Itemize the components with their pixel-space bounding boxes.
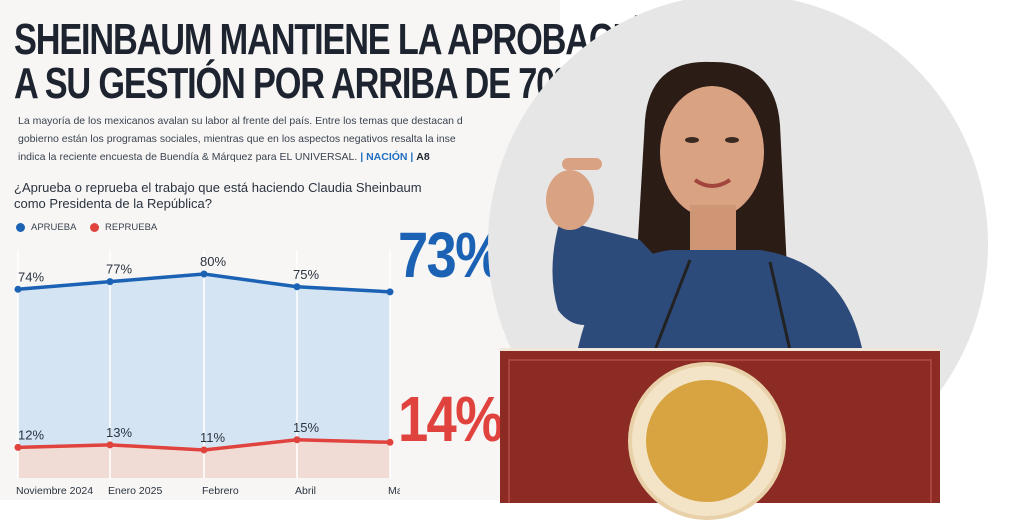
x-tick-label-3: Abril [295, 485, 316, 497]
x-tick-label-0: Noviembre 2024 [16, 485, 93, 497]
approve-big-number: 73% [398, 219, 503, 291]
x-tick-label-4: Mayo [388, 485, 400, 497]
series-1-point-1 [106, 441, 114, 449]
president-photo [546, 61, 870, 380]
neck-shape [690, 205, 736, 255]
series-0-point-2 [200, 270, 208, 278]
mouth-shape [693, 178, 732, 188]
series-1-point-2 [200, 446, 208, 454]
x-tick-label-1: Enero 2025 [108, 485, 162, 497]
series-0-label-0: 74% [18, 269, 44, 284]
lede-line-1: La mayoría de los mexicanos avalan su la… [18, 115, 463, 127]
seal-emblem-icon [646, 380, 768, 502]
disapprove-big-number: 14% [398, 383, 503, 455]
pointing-finger-shape [562, 158, 602, 170]
legend-approve-label: APRUEBA [31, 222, 77, 233]
series-0-point-0 [14, 285, 22, 293]
eye-left [685, 137, 699, 143]
national-seal-icon [628, 362, 786, 520]
series-0-point-1 [106, 278, 114, 286]
headline-line-2: A SU GESTIÓN POR ARRIBA DE 70% [14, 59, 585, 108]
face-shape [660, 86, 764, 218]
legend-approve-dot [16, 223, 25, 232]
series-1-label-1: 13% [106, 425, 132, 440]
lede-line-3: indica la reciente encuesta de Buendía &… [18, 152, 430, 163]
x-tick-label-2: Febrero [202, 485, 239, 497]
section-label: | NACIÓN | [360, 151, 414, 163]
question-line-2: como Presidenta de la República? [14, 196, 213, 211]
series-1-label-3: 15% [293, 420, 319, 435]
series-0-label-3: 75% [293, 267, 319, 282]
headline-line-1: SHEINBAUM MANTIENE LA APROBACIÓN [14, 15, 671, 64]
series-0-point-3 [293, 283, 301, 291]
legend-disapprove: REPRUEBA [90, 222, 157, 233]
approval-chart: 74% 77% 80% 75% 12% 13% 11% 15% Noviembre 2024 En… [14, 250, 400, 497]
hand-shape [546, 170, 594, 230]
legend-disapprove-dot [90, 223, 99, 232]
infographic-panel: SHEINBAUM MANTIENE LA APROBACIÓN A SU GE… [0, 0, 671, 500]
legend-approve: APRUEBA [16, 222, 76, 233]
series-1-point-4 [386, 438, 394, 446]
question-line-1: ¿Aprueba o reprueba el trabajo que está … [14, 180, 422, 195]
page-number: A8 [416, 151, 430, 163]
series-0-label-1: 77% [106, 262, 132, 277]
arm-shape [552, 220, 670, 325]
lede-line-2: gobierno están los programas sociales, m… [18, 133, 456, 145]
series-1-point-3 [293, 436, 301, 444]
eye-right [725, 137, 739, 143]
lede-line-3-text: indica la reciente encuesta de Buendía &… [18, 151, 358, 163]
series-0-point-4 [386, 288, 394, 296]
legend-disapprove-label: REPRUEBA [105, 222, 158, 233]
series-1-label-0: 12% [18, 427, 44, 442]
series-1-label-2: 11% [200, 430, 225, 445]
series-0-label-2: 80% [200, 254, 226, 269]
podium-panel [508, 359, 932, 503]
microphone-left-icon [653, 259, 692, 351]
series-1-point-0 [14, 443, 22, 451]
microphone-right-icon [768, 261, 792, 351]
